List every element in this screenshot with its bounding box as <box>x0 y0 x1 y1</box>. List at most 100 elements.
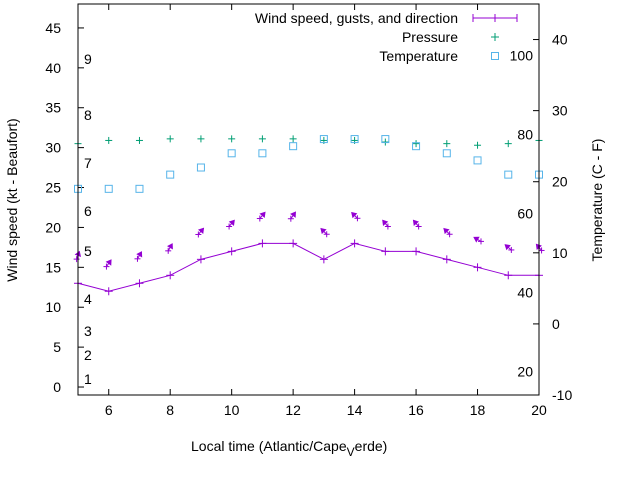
gust-arrow <box>165 243 173 254</box>
pressure-point <box>105 136 113 144</box>
beaufort-label: 2 <box>84 347 92 363</box>
y2-tick-label: 10 <box>552 245 568 261</box>
gust-arrow-head <box>504 244 511 251</box>
wind-speed-point <box>412 247 421 256</box>
wind-speed-point <box>442 255 451 264</box>
y2-tick-label: 40 <box>552 32 568 48</box>
wind-speed-point <box>196 255 205 264</box>
x-tick-label: 18 <box>470 402 486 418</box>
fahrenheit-label: 40 <box>517 284 533 300</box>
y-tick-label: 45 <box>45 20 61 36</box>
pressure-point <box>166 135 174 143</box>
gust-arrow-head <box>412 219 419 227</box>
fahrenheit-label: 100 <box>510 47 534 63</box>
fahrenheit-label: 80 <box>517 126 533 142</box>
x-tick-label: 16 <box>408 402 424 418</box>
x-tick-label: 6 <box>105 402 113 418</box>
y2-tick-label: -10 <box>552 387 572 403</box>
legend-label-wind: Wind speed, gusts, and direction <box>255 10 458 26</box>
wind-speed-point <box>289 239 298 248</box>
x-axis-title: Local time (Atlantic/CapeVerde) <box>191 438 387 459</box>
temperature-point <box>289 142 298 151</box>
legend-label-temperature: Temperature <box>379 48 458 64</box>
beaufort-label: 5 <box>84 243 92 259</box>
beaufort-label: 7 <box>84 155 92 171</box>
temperature-point <box>258 149 267 158</box>
y2-tick-label: 30 <box>552 103 568 119</box>
temperature-point <box>319 135 328 144</box>
y-tick-label: 30 <box>45 140 61 156</box>
gust-arrow <box>287 211 296 222</box>
wind-speed-line <box>77 242 539 292</box>
x-tick-label: 20 <box>531 402 547 418</box>
legend: Wind speed, gusts, and direction Pressur… <box>255 10 518 64</box>
pressure-point <box>443 140 451 148</box>
wind-speed-point <box>258 239 267 248</box>
temperature-point <box>442 149 451 158</box>
pressure-point <box>258 135 266 143</box>
temperature-point <box>412 142 421 151</box>
x-tick-label: 8 <box>166 402 174 418</box>
y-tick-label: 0 <box>53 379 61 395</box>
beaufort-label: 8 <box>84 107 92 123</box>
gust-arrow-head <box>259 211 266 219</box>
gust-arrow <box>504 244 515 253</box>
gust-arrow <box>412 219 422 230</box>
y-tick-label: 35 <box>45 100 61 116</box>
gust-arrow <box>103 259 112 270</box>
y2-tick-label: 20 <box>552 174 568 190</box>
y-axis-title: Wind speed (kt - Beaufort) <box>4 118 20 281</box>
x-axis-title-sub: V <box>347 445 355 459</box>
temperature-point <box>350 135 359 144</box>
pressure-point <box>504 140 512 148</box>
axis-labels: 6 8 10 12 14 16 18 20051015202530354045-1001020… <box>45 20 572 418</box>
gust-arrow-head <box>351 211 358 219</box>
gust-arrow <box>226 219 235 230</box>
gust-arrow <box>73 250 82 263</box>
pressure-point <box>412 140 420 148</box>
y2-tick-label: 0 <box>552 316 560 332</box>
gust-arrow-head <box>167 243 173 250</box>
x-axis-title-tail: erde) <box>355 438 388 454</box>
x-axis-title-main: Local time (Atlantic/Cape <box>191 438 347 454</box>
series-layer <box>73 135 545 296</box>
y-tick-label: 40 <box>45 60 61 76</box>
pressure-point <box>197 135 205 143</box>
gust-arrow <box>535 243 545 254</box>
y-tick-label: 10 <box>45 299 61 315</box>
wind-speed-point <box>135 279 144 288</box>
y-tick-label: 15 <box>45 259 61 275</box>
x-tick-label: 10 <box>224 402 240 418</box>
gust-arrow <box>256 211 266 222</box>
temperature-point <box>196 163 205 172</box>
gust-arrow-head <box>290 211 296 218</box>
wind-speed-point <box>381 247 390 256</box>
wind-speed-point <box>504 271 513 280</box>
gust-arrow-head <box>443 227 450 235</box>
pressure-point <box>289 135 297 143</box>
gust-arrow <box>382 219 391 230</box>
pressure-point <box>474 141 482 149</box>
y2-axis-title: Temperature (C - F) <box>589 139 605 262</box>
temperature-point <box>135 184 144 193</box>
gust-arrow-head <box>320 227 327 235</box>
temperature-point <box>104 184 113 193</box>
fahrenheit-label: 20 <box>517 363 533 379</box>
pressure-point <box>135 136 143 144</box>
beaufort-label: 9 <box>84 51 92 67</box>
fahrenheit-label: 60 <box>517 205 533 221</box>
gust-arrow-head <box>382 219 389 227</box>
gust-arrow-head <box>136 251 143 258</box>
wind-speed-point <box>166 271 175 280</box>
temperature-point <box>504 170 513 179</box>
gust-arrow-head <box>198 227 205 234</box>
pressure-point <box>228 135 236 143</box>
y-tick-label: 5 <box>53 339 61 355</box>
gust-arrow-head <box>228 219 235 227</box>
wind-speed-point <box>227 247 236 256</box>
wind-speed-point <box>104 287 113 296</box>
beaufort-label: 6 <box>84 203 92 219</box>
gust-arrow <box>351 211 361 222</box>
x-tick-label: 14 <box>347 402 363 418</box>
